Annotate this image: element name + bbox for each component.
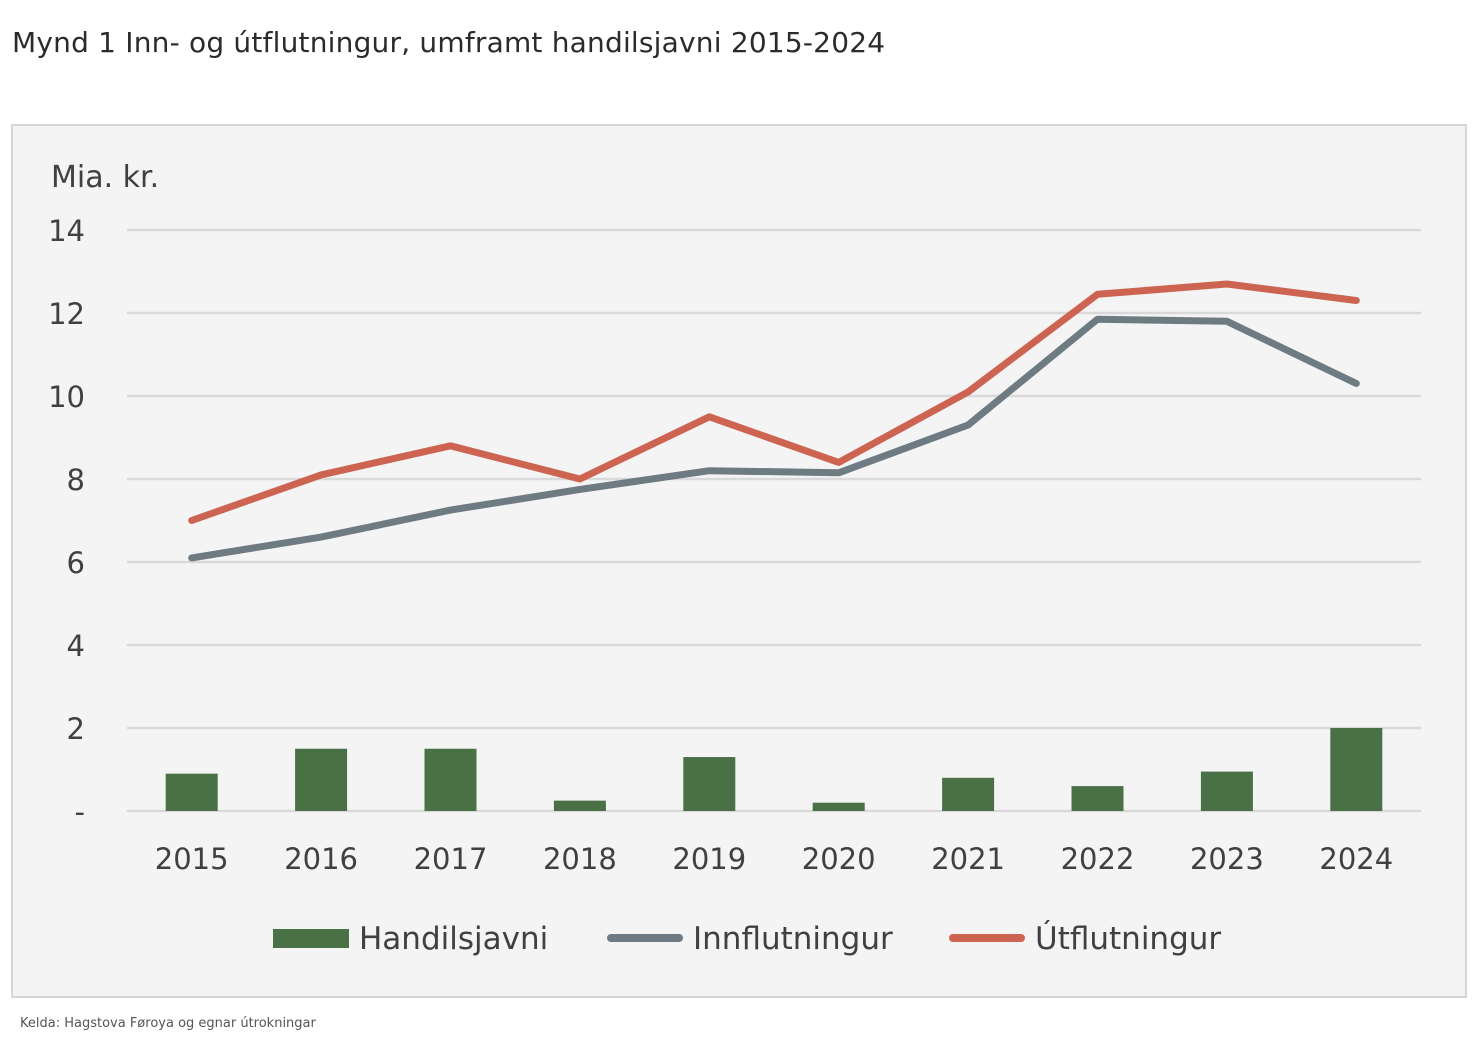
y-tick-label: 14 [48,214,85,248]
bar-handilsjavni [942,777,995,811]
bar-series [165,728,1383,811]
legend-label-handilsjavni: Handilsjavni [359,921,548,957]
legend-label-utflutningur: Útflutningur [1035,920,1221,957]
y-axis-label: Mia. kr. [51,160,159,195]
x-tick-label: 2019 [672,842,746,876]
y-tick-label: 6 [67,546,85,580]
x-tick-label: 2016 [284,842,358,876]
bar-handilsjavni [1330,728,1383,811]
x-tick-label: 2023 [1190,842,1264,876]
x-tick-label: 2020 [802,842,876,876]
legend-label-innflutningur: Innflutningur [693,921,893,957]
legend-swatch-handilsjavni [273,929,349,948]
legend: Handilsjavni Innflutningur Útflutningur [273,920,1221,957]
chart-area: Mia. kr. -2 4 6 8 10 12 14 2015 2016 2017 2018 201… [11,124,1467,998]
line-innflutningur [188,315,1360,562]
x-tick-labels: 2015 2016 2017 2018 2019 2020 2021 2022 2023 2024 [155,842,1393,876]
bar-handilsjavni [295,748,348,811]
bar-handilsjavni [683,757,736,811]
bar-handilsjavni [1071,786,1124,811]
line-utflutningur [188,280,1360,524]
bar-handilsjavni [812,802,865,811]
bar-handilsjavni [165,773,218,811]
y-tick-label: 8 [67,463,85,497]
gridlines [127,228,1421,813]
x-tick-label: 2017 [414,842,488,876]
y-tick-label: 12 [48,297,85,331]
source-note: Kelda: Hagstova Føroya og egnar útroknin… [20,1016,316,1031]
x-tick-label: 2018 [543,842,617,876]
y-tick-label: - [75,795,85,829]
x-tick-label: 2024 [1319,842,1393,876]
line-series [188,280,1360,562]
y-tick-labels: - 2 4 6 8 10 12 14 [48,214,85,829]
y-tick-label: 2 [67,712,85,746]
x-tick-label: 2022 [1061,842,1135,876]
bar-handilsjavni [424,748,477,811]
x-tick-label: 2021 [931,842,1005,876]
bar-handilsjavni [553,800,606,811]
figure-title: Mynd 1 Inn- og útflutningur, umframt han… [12,26,886,59]
y-tick-label: 4 [67,629,85,663]
x-tick-label: 2015 [155,842,229,876]
y-tick-label: 10 [48,380,85,414]
bar-handilsjavni [1200,771,1253,811]
